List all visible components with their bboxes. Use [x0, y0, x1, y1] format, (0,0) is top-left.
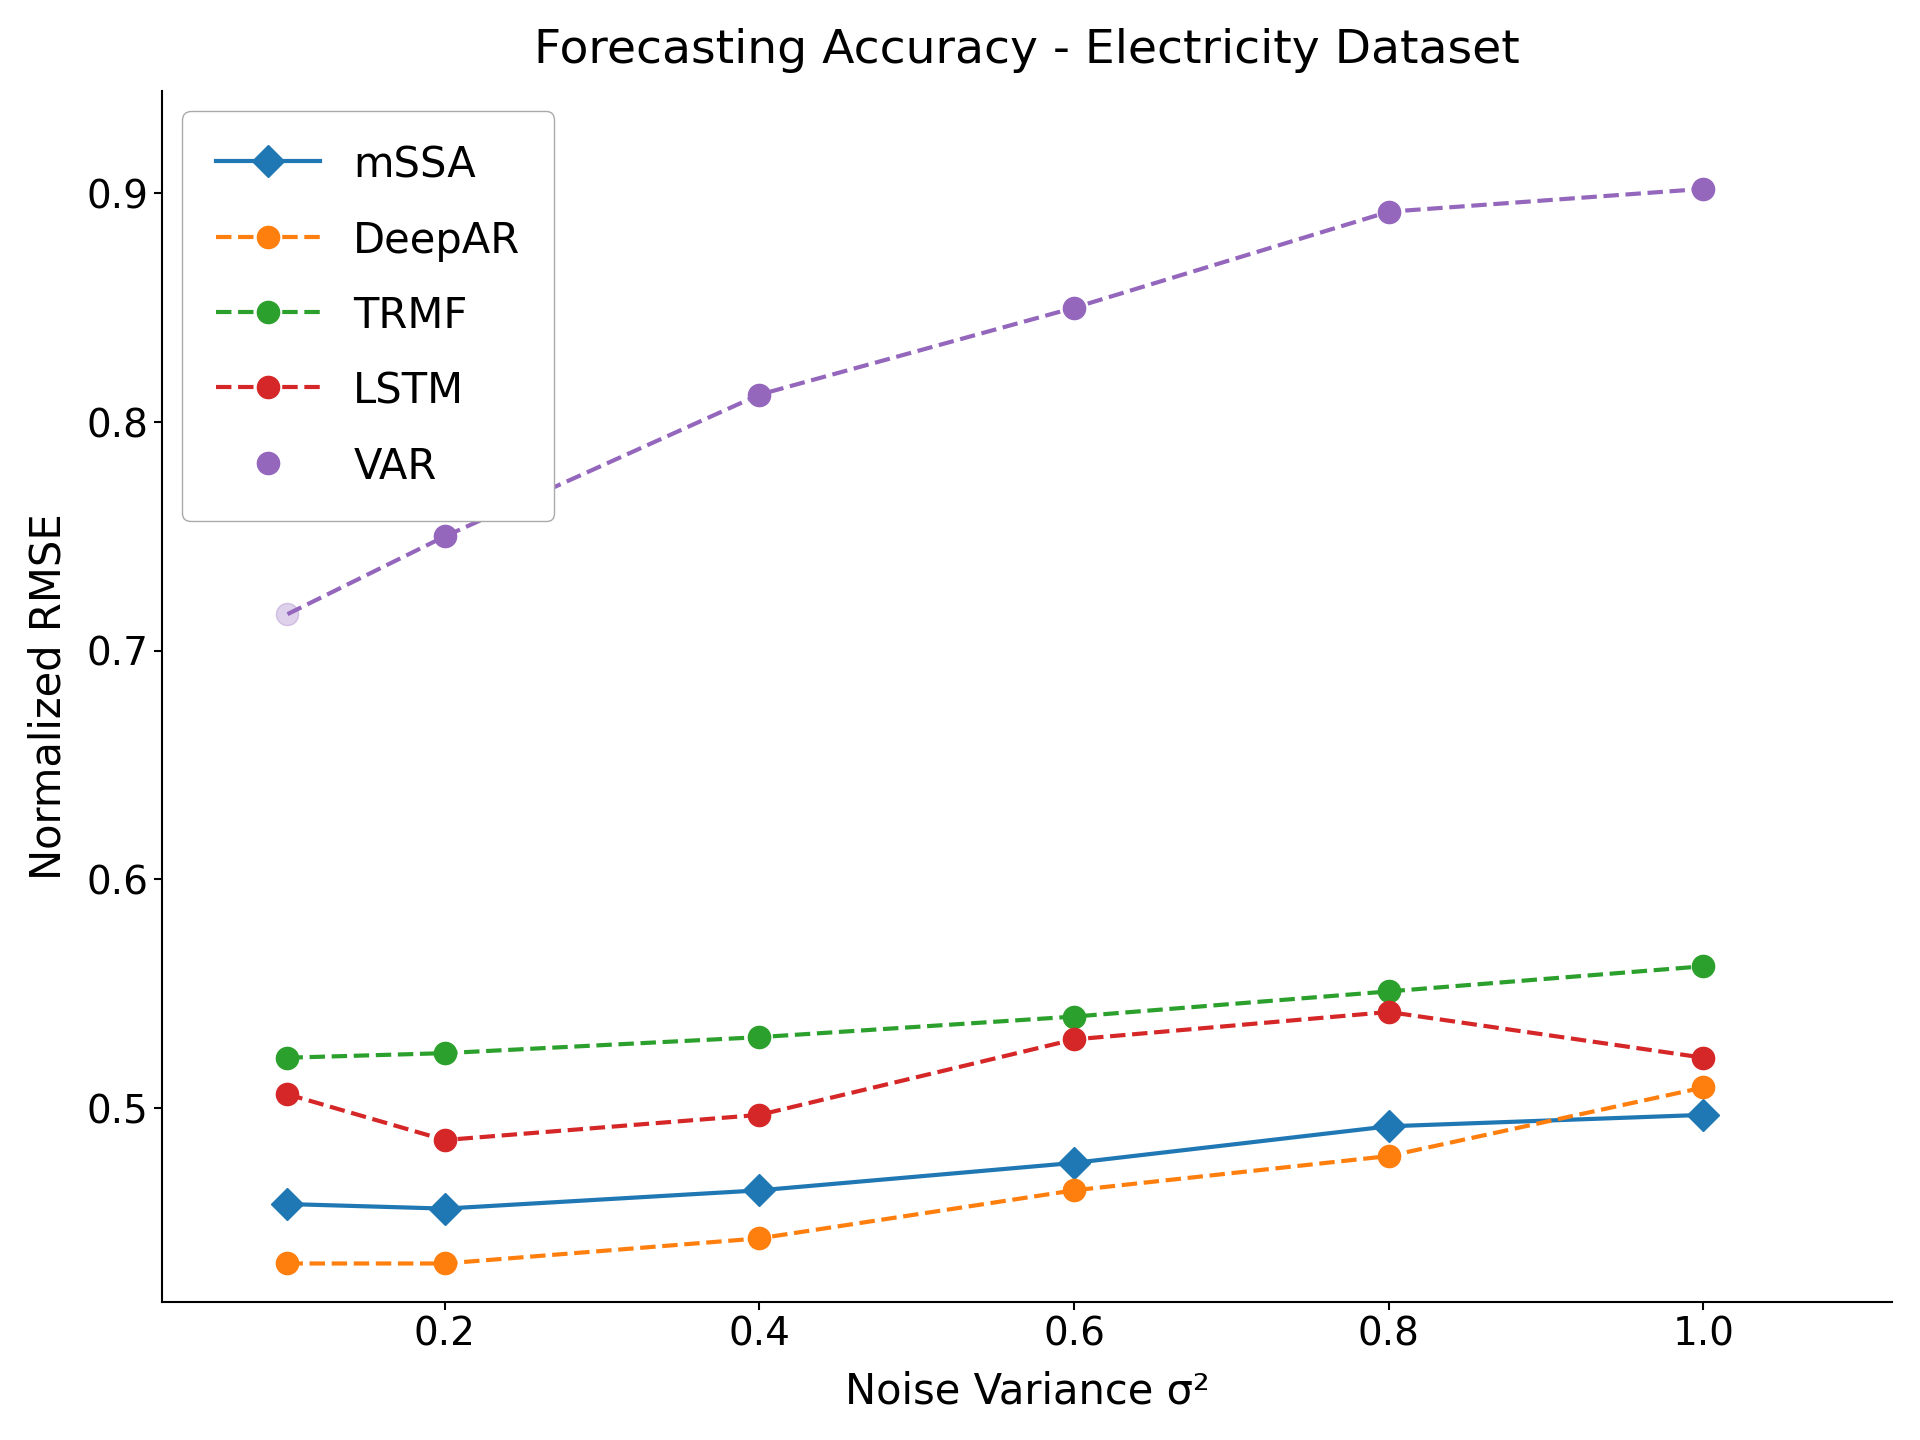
- TRMF: [276, 1050, 300, 1067]
- mSSA: [276, 1195, 300, 1212]
- DeepAR: [1377, 1148, 1400, 1165]
- DeepAR: [749, 1230, 772, 1247]
- mSSA: [749, 1182, 772, 1200]
- LSTM: [1692, 1050, 1715, 1067]
- LSTM: [749, 1106, 772, 1123]
- TRMF: [1377, 982, 1400, 999]
- mSSA: [1062, 1155, 1085, 1172]
- Title: Forecasting Accuracy - Electricity Dataset: Forecasting Accuracy - Electricity Datas…: [534, 27, 1521, 73]
- Line: mSSA: mSSA: [276, 1104, 1715, 1220]
- VAR: [434, 528, 457, 546]
- DeepAR: [1062, 1182, 1085, 1200]
- Legend: mSSA, DeepAR, TRMF, LSTM, VAR: mSSA, DeepAR, TRMF, LSTM, VAR: [182, 111, 553, 521]
- VAR: [1062, 300, 1085, 317]
- TRMF: [749, 1028, 772, 1045]
- DeepAR: [1692, 1079, 1715, 1096]
- mSSA: [1692, 1106, 1715, 1123]
- LSTM: [276, 1086, 300, 1103]
- X-axis label: Noise Variance σ²: Noise Variance σ²: [845, 1371, 1210, 1413]
- Line: LSTM: LSTM: [276, 1001, 1715, 1151]
- TRMF: [1692, 958, 1715, 975]
- Line: VAR: VAR: [434, 177, 1715, 547]
- mSSA: [434, 1200, 457, 1217]
- TRMF: [1062, 1008, 1085, 1025]
- VAR: [749, 386, 772, 403]
- LSTM: [1062, 1031, 1085, 1048]
- mSSA: [1377, 1117, 1400, 1135]
- VAR: [1377, 203, 1400, 220]
- VAR: [1692, 180, 1715, 197]
- TRMF: [434, 1044, 457, 1061]
- Y-axis label: Normalized RMSE: Normalized RMSE: [27, 513, 69, 880]
- DeepAR: [434, 1254, 457, 1272]
- DeepAR: [276, 1254, 300, 1272]
- Line: DeepAR: DeepAR: [276, 1076, 1715, 1274]
- LSTM: [434, 1132, 457, 1149]
- Line: TRMF: TRMF: [276, 955, 1715, 1068]
- LSTM: [1377, 1004, 1400, 1021]
